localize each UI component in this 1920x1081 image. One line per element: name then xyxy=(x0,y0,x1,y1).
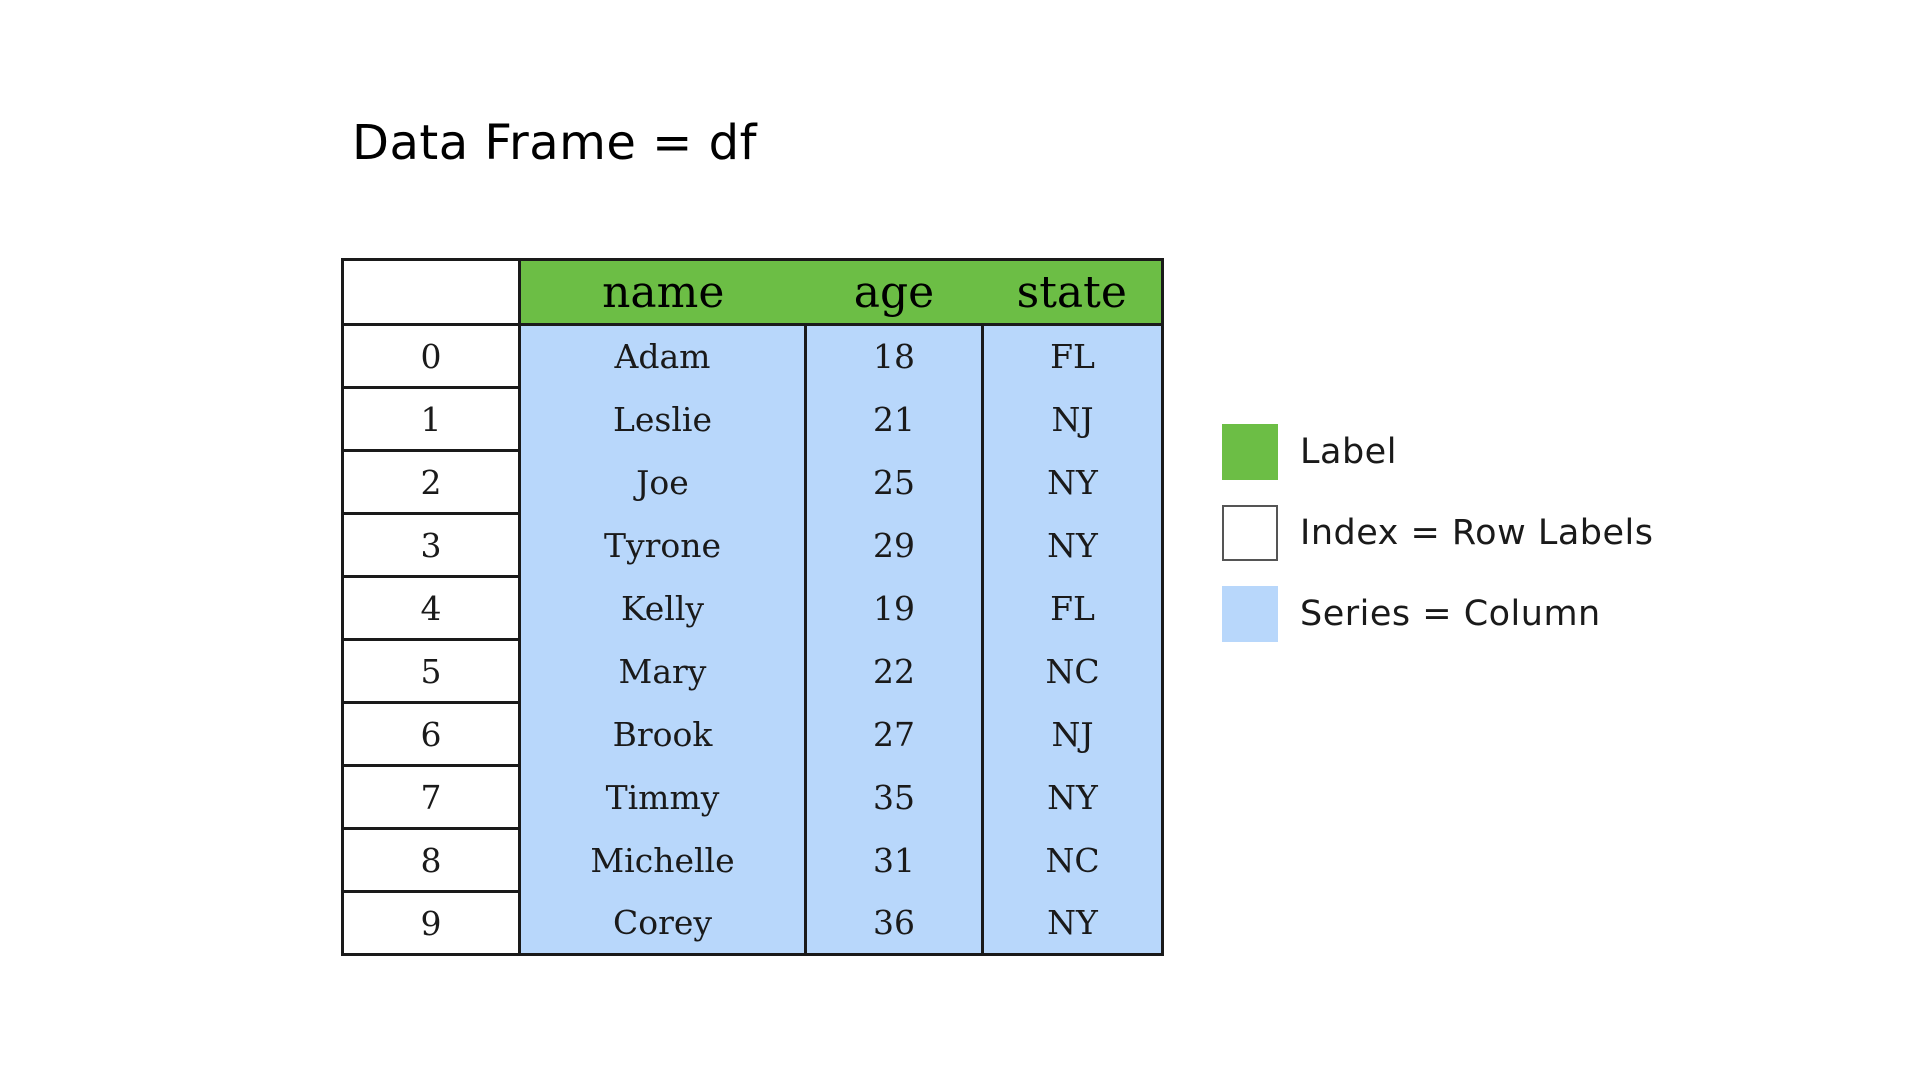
label-swatch xyxy=(1222,424,1278,480)
row-index-cell: 0 xyxy=(341,323,521,389)
name-cell: Michelle xyxy=(519,828,807,892)
row-index-cell: 9 xyxy=(341,890,521,956)
diagram-title: Data Frame = df xyxy=(352,115,758,171)
state-cell: NY xyxy=(982,513,1164,577)
name-cell: Timmy xyxy=(519,765,807,829)
age-cell: 22 xyxy=(805,639,984,703)
series-swatch xyxy=(1222,586,1278,642)
legend-series-text: Series = Column xyxy=(1300,594,1601,634)
table-row: 5 Mary 22 NC xyxy=(341,638,1164,704)
state-cell: NY xyxy=(982,450,1164,514)
legend-label-text: Label xyxy=(1300,432,1397,472)
age-cell: 29 xyxy=(805,513,984,577)
age-cell: 19 xyxy=(805,576,984,640)
state-cell: NJ xyxy=(982,702,1164,766)
name-cell: Joe xyxy=(519,450,807,514)
column-header-age: age xyxy=(805,258,983,326)
name-cell: Brook xyxy=(519,702,807,766)
table-row: 8 Michelle 31 NC xyxy=(341,827,1164,893)
column-header-name: name xyxy=(519,258,806,326)
table-body: 0 Adam 18 FL 1 Leslie 21 NJ 2 Joe 25 NY 3 Tyrone 29 NY 4… xyxy=(341,323,1164,956)
name-cell: Adam xyxy=(519,324,807,388)
age-cell: 27 xyxy=(805,702,984,766)
table-row: 6 Brook 27 NJ xyxy=(341,701,1164,767)
row-index-cell: 6 xyxy=(341,701,521,767)
row-index-cell: 2 xyxy=(341,449,521,515)
table-row: 4 Kelly 19 FL xyxy=(341,575,1164,641)
row-index-cell: 3 xyxy=(341,512,521,578)
state-cell: NY xyxy=(982,765,1164,829)
legend-index-text: Index = Row Labels xyxy=(1300,513,1654,553)
table-row: 7 Timmy 35 NY xyxy=(341,764,1164,830)
name-cell: Corey xyxy=(519,891,807,956)
name-cell: Mary xyxy=(519,639,807,703)
age-cell: 31 xyxy=(805,828,984,892)
age-cell: 18 xyxy=(805,324,984,388)
row-index-cell: 7 xyxy=(341,764,521,830)
legend-item-label: Label xyxy=(1222,424,1654,480)
table-row: 1 Leslie 21 NJ xyxy=(341,386,1164,452)
state-cell: NJ xyxy=(982,387,1164,451)
state-cell: NC xyxy=(982,639,1164,703)
row-index-cell: 1 xyxy=(341,386,521,452)
index-swatch xyxy=(1222,505,1278,561)
row-index-cell: 5 xyxy=(341,638,521,704)
table-row: 9 Corey 36 NY xyxy=(341,890,1164,956)
name-cell: Leslie xyxy=(519,387,807,451)
table-row: 2 Joe 25 NY xyxy=(341,449,1164,515)
age-cell: 25 xyxy=(805,450,984,514)
table-row: 3 Tyrone 29 NY xyxy=(341,512,1164,578)
row-index-cell: 8 xyxy=(341,827,521,893)
row-index-cell: 4 xyxy=(341,575,521,641)
state-cell: NY xyxy=(982,891,1164,956)
age-cell: 21 xyxy=(805,387,984,451)
state-cell: NC xyxy=(982,828,1164,892)
name-cell: Kelly xyxy=(519,576,807,640)
age-cell: 36 xyxy=(805,891,984,956)
name-cell: Tyrone xyxy=(519,513,807,577)
legend: Label Index = Row Labels Series = Column xyxy=(1222,424,1654,667)
dataframe-table: name age state 0 Adam 18 FL 1 Leslie 21 NJ 2 Joe 2… xyxy=(341,258,1164,956)
corner-cell xyxy=(341,258,521,326)
table-row: 0 Adam 18 FL xyxy=(341,323,1164,389)
header-row: name age state xyxy=(341,258,1163,326)
age-cell: 35 xyxy=(805,765,984,829)
legend-item-index: Index = Row Labels xyxy=(1222,505,1654,561)
state-cell: FL xyxy=(982,576,1164,640)
column-header-state: state xyxy=(982,258,1163,326)
legend-item-series: Series = Column xyxy=(1222,586,1654,642)
state-cell: FL xyxy=(982,324,1164,388)
